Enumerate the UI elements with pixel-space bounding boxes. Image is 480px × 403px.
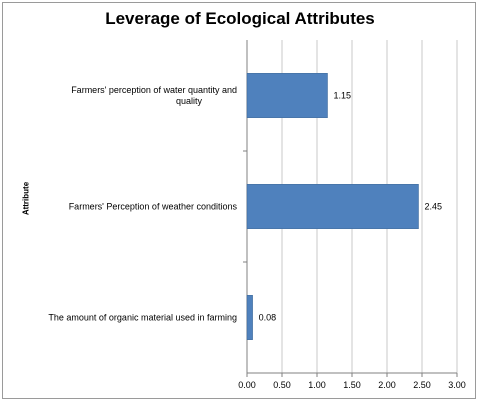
category-label-0-line-0: Farmers' perception of water quantity an…: [71, 85, 237, 95]
x-tick-label-2: 1.00: [308, 380, 326, 390]
bar-0: [246, 73, 328, 118]
x-tick-label-1: 0.50: [273, 380, 291, 390]
chart-title: Leverage of Ecological Attributes: [105, 9, 375, 28]
x-tick-label-0: 0.00: [238, 380, 256, 390]
category-label-2: The amount of organic material used in f…: [48, 313, 237, 323]
data-label-1: 2.45: [425, 202, 443, 212]
x-tick-label-4: 2.00: [378, 380, 396, 390]
category-label-2-line-0: The amount of organic material used in f…: [48, 313, 237, 323]
category-label-0: Farmers' perception of water quantity an…: [71, 85, 237, 106]
data-label-2: 0.08: [259, 313, 277, 323]
x-tick-label-5: 2.50: [413, 380, 431, 390]
category-label-0-line-1: quality: [176, 96, 203, 106]
bar-2: [246, 295, 253, 340]
category-label-1: Farmers' Perception of weather condition…: [69, 202, 238, 212]
data-label-0: 1.15: [334, 91, 352, 101]
x-tick-label-6: 3.00: [448, 380, 466, 390]
category-label-1-line-0: Farmers' Perception of weather condition…: [69, 202, 238, 212]
x-tick-label-3: 1.50: [343, 380, 361, 390]
bar-1: [246, 184, 419, 229]
